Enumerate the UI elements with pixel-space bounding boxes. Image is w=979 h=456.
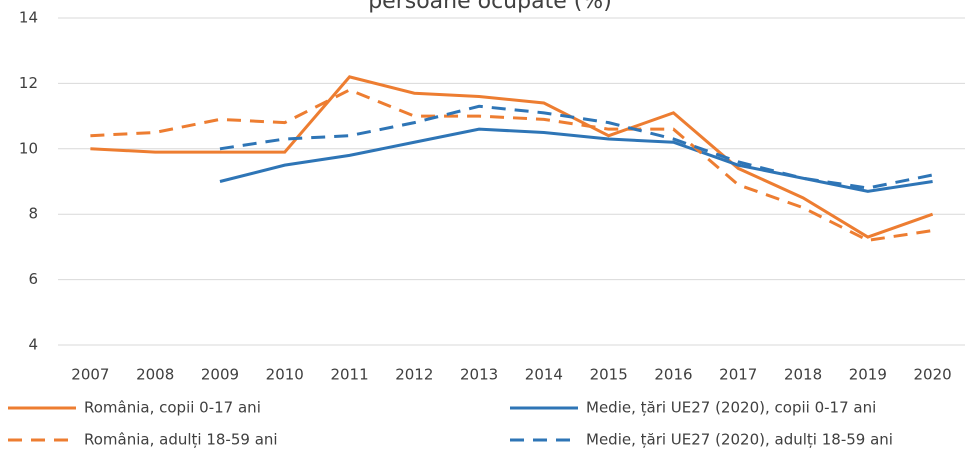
x-tick-label: 2011	[330, 366, 368, 384]
x-tick-label: 2018	[784, 366, 822, 384]
series-line	[90, 88, 933, 242]
x-tick-label: 2013	[460, 366, 498, 384]
y-tick-label: 10	[19, 139, 38, 157]
x-tick-label: 2007	[71, 366, 109, 384]
series-line	[219, 104, 933, 190]
series-line	[90, 75, 934, 239]
x-tick-label: 2016	[654, 366, 692, 384]
x-tick-label: 2019	[849, 366, 887, 384]
x-tick-label: 2009	[201, 366, 239, 384]
x-tick-label: 2015	[590, 366, 628, 384]
y-tick-label: 14	[19, 9, 38, 27]
x-tick-label: 2012	[395, 366, 433, 384]
legend-label: Medie, țări UE27 (2020), adulți 18-59 an…	[586, 431, 893, 449]
y-tick-label: 8	[28, 205, 38, 223]
legend-label: România, copii 0-17 ani	[84, 399, 261, 417]
y-tick-label: 12	[19, 74, 38, 92]
x-tick-label: 2014	[525, 366, 563, 384]
legend-label: România, adulți 18-59 ani	[84, 431, 278, 449]
x-tick-label: 2010	[266, 366, 304, 384]
x-tick-label: 2008	[136, 366, 174, 384]
x-tick-label: 2020	[914, 366, 952, 384]
legend-label: Medie, țări UE27 (2020), copii 0-17 ani	[586, 399, 876, 417]
chart-title: persoane ocupate (%)	[368, 0, 612, 14]
x-tick-label: 2017	[719, 366, 757, 384]
y-tick-label: 4	[28, 336, 38, 354]
y-tick-label: 6	[28, 270, 38, 288]
series-line	[219, 127, 933, 193]
